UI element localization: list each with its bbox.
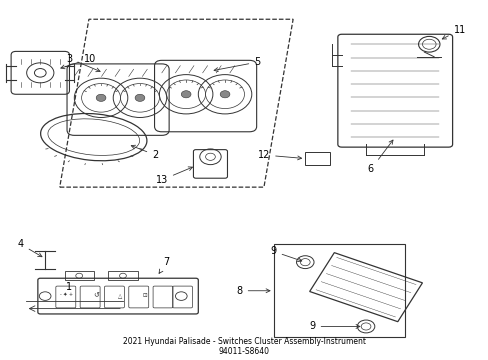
Text: 9: 9 bbox=[270, 247, 301, 262]
Bar bbox=[273, 244, 404, 337]
Bar bbox=[305, 152, 329, 165]
Text: ⊡: ⊡ bbox=[142, 293, 147, 298]
Text: 7: 7 bbox=[159, 257, 169, 273]
Text: 3: 3 bbox=[66, 54, 100, 72]
Bar bbox=[108, 271, 137, 280]
Text: - ✦ +: - ✦ + bbox=[60, 293, 73, 298]
Circle shape bbox=[181, 91, 191, 98]
Text: 8: 8 bbox=[236, 286, 269, 296]
Text: ↺: ↺ bbox=[93, 292, 99, 298]
Bar bbox=[64, 271, 94, 280]
Text: 6: 6 bbox=[367, 140, 392, 174]
Circle shape bbox=[96, 94, 106, 102]
Text: 4: 4 bbox=[18, 239, 42, 257]
Text: 13: 13 bbox=[155, 167, 192, 185]
Text: 10: 10 bbox=[61, 54, 96, 69]
Circle shape bbox=[135, 94, 144, 102]
Text: 2: 2 bbox=[131, 145, 158, 160]
Text: 12: 12 bbox=[257, 150, 301, 160]
Text: 5: 5 bbox=[214, 57, 260, 72]
Text: 1: 1 bbox=[66, 282, 72, 292]
Circle shape bbox=[220, 91, 229, 98]
Text: △: △ bbox=[118, 293, 122, 298]
Text: 9: 9 bbox=[309, 321, 359, 332]
Text: 11: 11 bbox=[441, 25, 465, 39]
Text: 2021 Hyundai Palisade - Switches Cluster Assembly-Instrument
94011-S8640: 2021 Hyundai Palisade - Switches Cluster… bbox=[123, 337, 365, 356]
